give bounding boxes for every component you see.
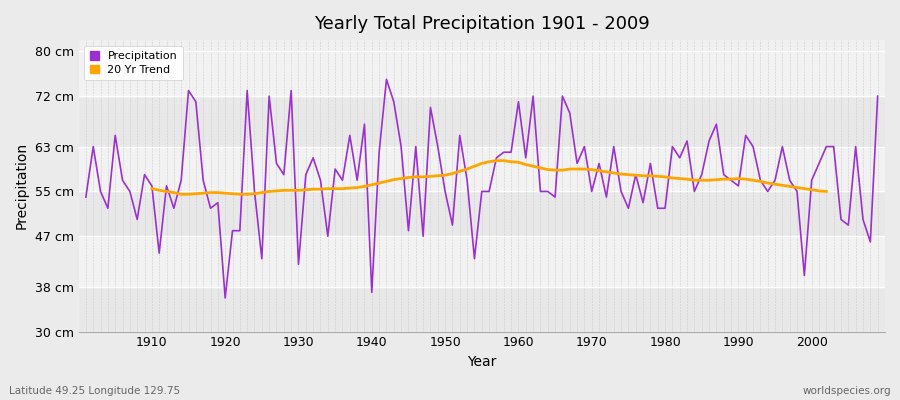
- Precipitation: [872, 94, 883, 98]
- 20 Yr Trend: [630, 173, 641, 178]
- Precipitation: [616, 189, 626, 194]
- 20 Yr Trend: [293, 188, 304, 193]
- 20 Yr Trend: [499, 158, 509, 163]
- Precipitation: [220, 296, 230, 300]
- Precipitation: [140, 172, 150, 177]
- 20 Yr Trend: [176, 192, 186, 197]
- Precipitation: [520, 156, 531, 160]
- Line: 20 Yr Trend: 20 Yr Trend: [152, 161, 826, 194]
- Text: worldspecies.org: worldspecies.org: [803, 386, 891, 396]
- Bar: [78, 192, 885, 236]
- Precipitation: [381, 77, 392, 82]
- 20 Yr Trend: [264, 189, 274, 194]
- 20 Yr Trend: [491, 158, 502, 163]
- Bar: [78, 287, 885, 332]
- 20 Yr Trend: [242, 192, 253, 197]
- Precipitation: [527, 94, 538, 98]
- 20 Yr Trend: [697, 178, 707, 183]
- Legend: Precipitation, 20 Yr Trend: Precipitation, 20 Yr Trend: [84, 46, 183, 80]
- Y-axis label: Precipitation: Precipitation: [15, 142, 29, 230]
- 20 Yr Trend: [821, 189, 832, 194]
- 20 Yr Trend: [147, 186, 158, 191]
- Bar: [78, 236, 885, 287]
- Bar: [78, 51, 885, 96]
- Precipitation: [80, 195, 91, 200]
- Title: Yearly Total Precipitation 1901 - 2009: Yearly Total Precipitation 1901 - 2009: [314, 15, 650, 33]
- Text: Latitude 49.25 Longitude 129.75: Latitude 49.25 Longitude 129.75: [9, 386, 180, 396]
- Precipitation: [308, 156, 319, 160]
- X-axis label: Year: Year: [467, 355, 497, 369]
- Precipitation: [352, 178, 363, 183]
- Bar: [78, 147, 885, 192]
- Bar: [78, 96, 885, 147]
- Line: Precipitation: Precipitation: [86, 79, 878, 298]
